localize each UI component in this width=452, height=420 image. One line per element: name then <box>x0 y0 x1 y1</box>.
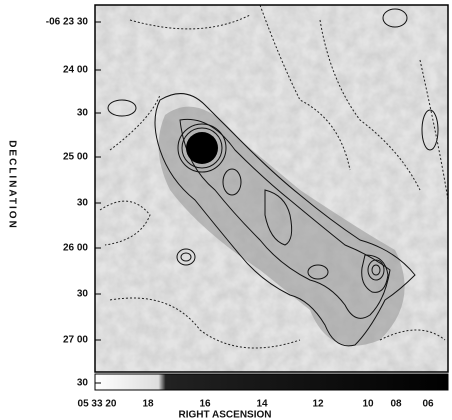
y-tick-label: 30 <box>77 289 89 300</box>
contour <box>154 93 416 347</box>
contour <box>361 254 389 293</box>
source-ring <box>177 123 227 173</box>
y-tick-label: 25 00 <box>63 152 88 163</box>
y-tick-label: 24 00 <box>63 65 88 76</box>
y-tick-label: 30 <box>77 108 89 119</box>
x-tick-label: 14 <box>256 399 268 410</box>
contour <box>264 189 293 246</box>
map <box>94 4 449 391</box>
y-tick-label: 26 00 <box>63 243 88 254</box>
x-tick-label: 10 <box>362 399 374 410</box>
y-axis-title-text: DECLINATION <box>6 140 17 230</box>
contour <box>180 252 192 262</box>
x-tick-label: 08 <box>390 399 402 410</box>
emission <box>158 106 405 346</box>
y-tick-label: 27 00 <box>63 335 88 346</box>
contour <box>421 109 439 151</box>
contour <box>179 118 391 319</box>
source <box>186 132 218 164</box>
contour <box>382 8 408 28</box>
y-tick-label: 30 <box>77 198 89 209</box>
source-ring <box>181 127 223 169</box>
contour <box>107 99 137 117</box>
y-tick-label: -06 23 30 <box>46 17 89 28</box>
negative-contour <box>99 4 449 349</box>
x-tick-label: 06 <box>422 399 434 410</box>
x-tick-label: 05 33 20 <box>78 399 117 410</box>
x-axis-title: RIGHT ASCENSION <box>179 410 272 420</box>
x-tick-label: 16 <box>199 399 211 410</box>
contour <box>367 259 385 281</box>
contour <box>176 248 196 266</box>
x-tick-label: 12 <box>312 399 324 410</box>
frame <box>94 4 449 373</box>
contour <box>307 264 329 280</box>
x-tick-label: 18 <box>142 399 154 410</box>
gray-scale-bar <box>94 373 449 391</box>
contour <box>222 168 242 196</box>
y-tick-label: 30 <box>77 378 89 389</box>
contour <box>371 264 381 276</box>
y-axis-title: DECLINATION <box>6 140 17 230</box>
